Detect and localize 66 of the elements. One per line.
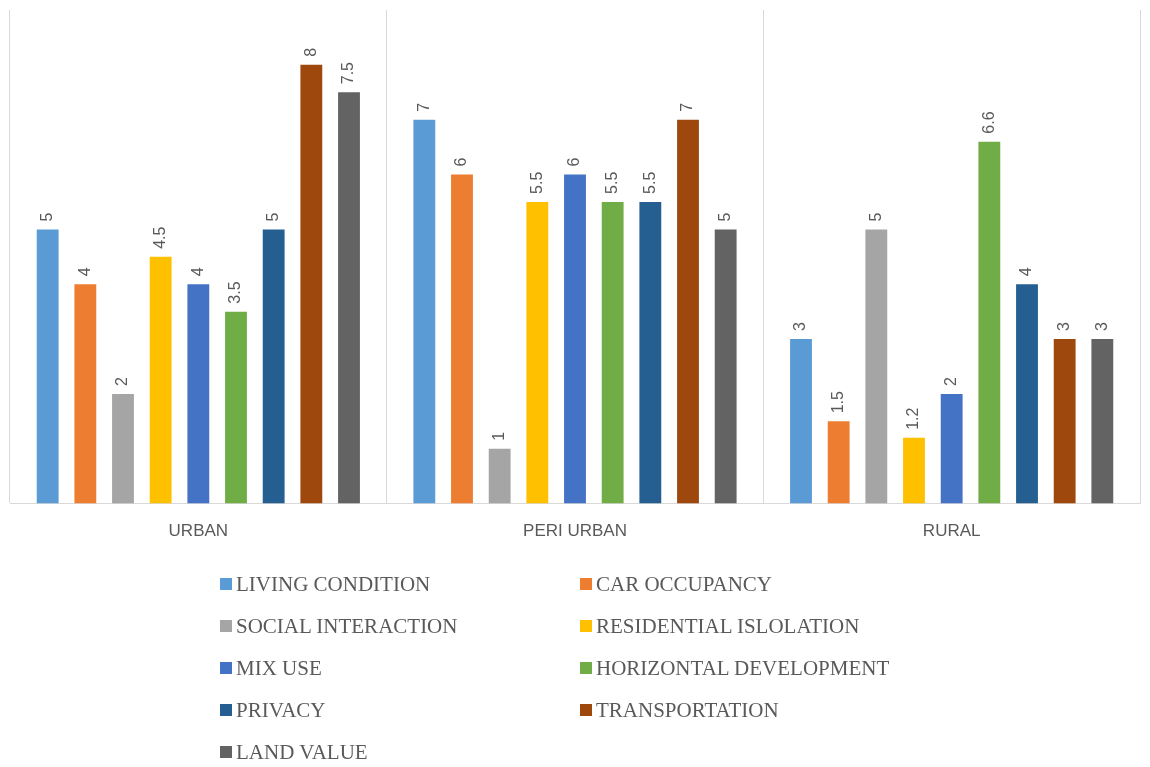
bar (903, 437, 925, 504)
legend-label: MIX USE (236, 655, 322, 681)
bar (714, 229, 737, 504)
data-label: 6 (452, 157, 470, 167)
bar (413, 119, 436, 504)
data-label: 5.5 (527, 171, 545, 194)
bar (601, 201, 624, 504)
bar (1016, 284, 1038, 504)
bar (112, 393, 134, 504)
bar (262, 229, 285, 504)
data-label: 4 (75, 267, 93, 277)
data-label: 3 (791, 322, 809, 332)
data-label: 4 (188, 267, 206, 277)
bar (978, 141, 1001, 504)
data-label: 5.5 (603, 171, 621, 194)
bar (639, 201, 662, 504)
data-label: 2 (942, 376, 960, 386)
data-label: 1.2 (904, 407, 922, 430)
legend-label: LAND VALUE (236, 739, 368, 765)
data-label: 1.5 (829, 390, 847, 414)
data-label: 3 (1092, 322, 1110, 332)
data-label: 5 (716, 212, 734, 222)
bar (300, 64, 323, 504)
data-label: 6.6 (979, 111, 997, 134)
bar (225, 311, 247, 504)
x-tick-label: PERI URBAN (523, 521, 627, 541)
data-label: 5.5 (640, 171, 658, 194)
bar (526, 201, 549, 504)
bar (36, 229, 59, 504)
data-label: 6 (565, 157, 583, 167)
bar (564, 174, 586, 504)
bar (865, 229, 888, 504)
data-label: 7.5 (339, 61, 357, 85)
data-label: 3.5 (226, 281, 244, 304)
bar (338, 92, 360, 504)
data-label: 5 (38, 212, 56, 222)
bar (790, 339, 812, 504)
x-tick-label: RURAL (922, 521, 981, 541)
data-label: 7 (678, 102, 696, 112)
legend-label: SOCIAL INTERACTION (236, 613, 458, 639)
data-label: 7 (414, 102, 432, 112)
legend-label: RESIDENTIAL ISLOLATION (596, 613, 860, 639)
data-label: 3 (1055, 322, 1073, 332)
bar (677, 119, 699, 504)
bar (940, 393, 963, 504)
legend-label: TRANSPORTATION (596, 697, 779, 723)
data-label: 5 (866, 212, 884, 222)
data-label: 8 (301, 47, 319, 57)
legend-label: CAR OCCUPANCY (596, 571, 773, 597)
bar (149, 256, 172, 504)
bar (451, 174, 473, 504)
legend-label: PRIVACY (236, 697, 326, 723)
bar (488, 448, 511, 504)
legend-label: HORIZONTAL DEVELOPMENT (596, 655, 890, 681)
data-label: 1 (490, 431, 508, 441)
x-tick-label: URBAN (168, 521, 229, 541)
data-label: 4 (1017, 267, 1035, 277)
bar (1053, 339, 1076, 504)
legend-label: LIVING CONDITION (236, 571, 431, 597)
data-label: 4.5 (151, 226, 169, 249)
data-label: 5 (264, 212, 282, 222)
bar (187, 284, 210, 504)
bar (827, 421, 850, 504)
bar (74, 284, 97, 504)
bar (1091, 339, 1114, 504)
data-label: 2 (113, 376, 131, 386)
